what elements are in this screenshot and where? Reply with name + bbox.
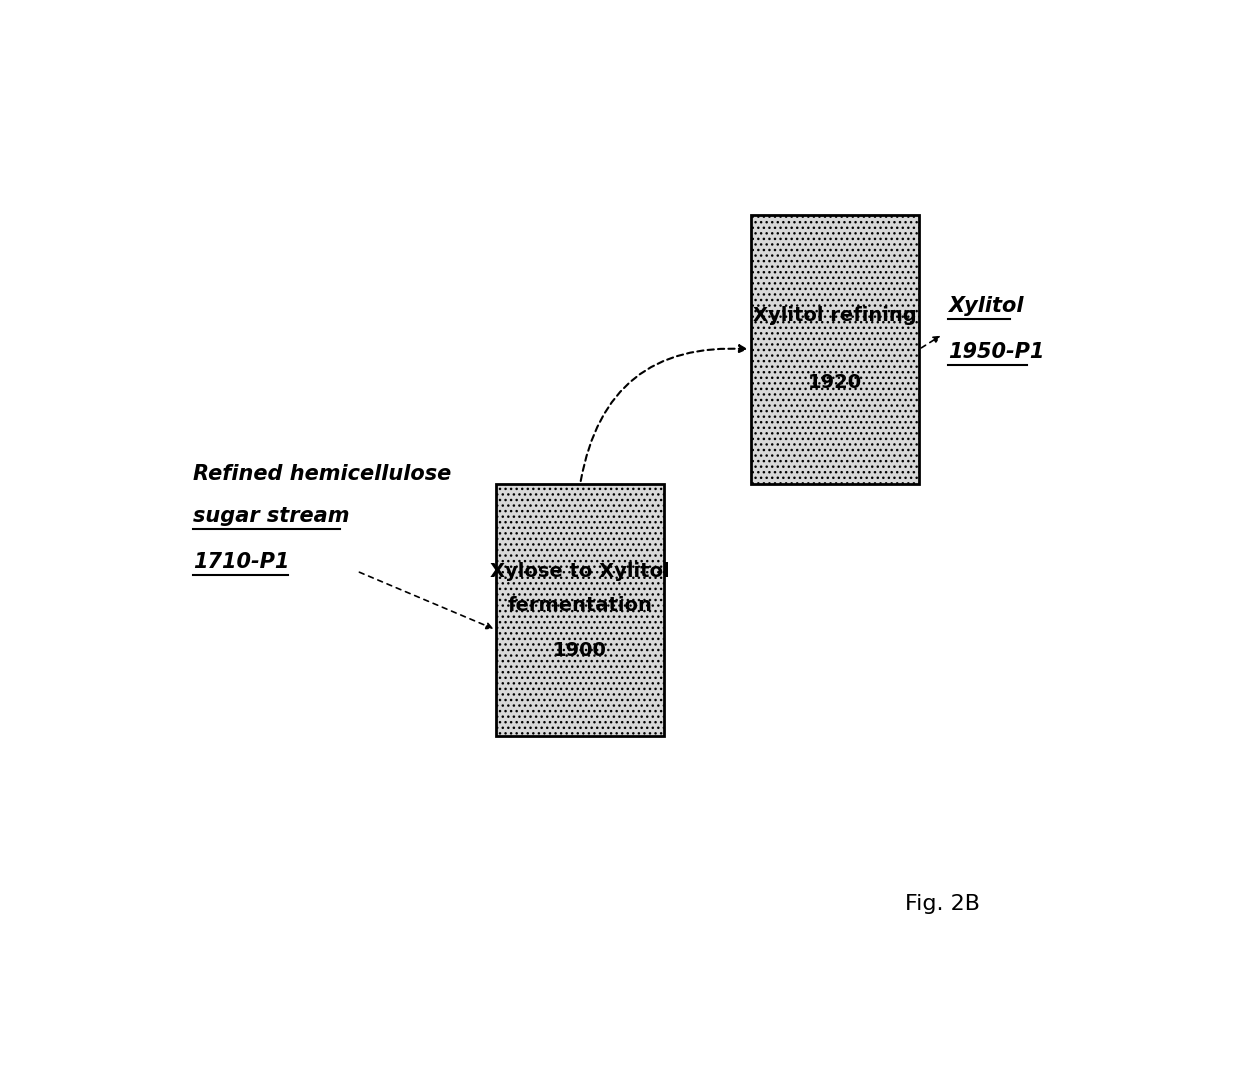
Text: sugar stream: sugar stream	[193, 506, 350, 526]
Text: 1950-P1: 1950-P1	[947, 341, 1044, 362]
Text: 1900: 1900	[553, 640, 608, 660]
Text: 1920: 1920	[807, 373, 862, 393]
Bar	[496, 483, 665, 735]
Text: Xylitol: Xylitol	[947, 296, 1023, 315]
Text: Fig. 2B: Fig. 2B	[905, 894, 980, 914]
Bar	[751, 215, 919, 483]
FancyArrowPatch shape	[580, 346, 745, 481]
Text: fermentation: fermentation	[508, 596, 652, 615]
Text: Xylitol refining: Xylitol refining	[753, 307, 916, 325]
Text: Refined hemicellulose: Refined hemicellulose	[193, 464, 451, 483]
Text: Xylose to Xylitol: Xylose to Xylitol	[491, 563, 670, 582]
Text: 1710-P1: 1710-P1	[193, 552, 290, 572]
